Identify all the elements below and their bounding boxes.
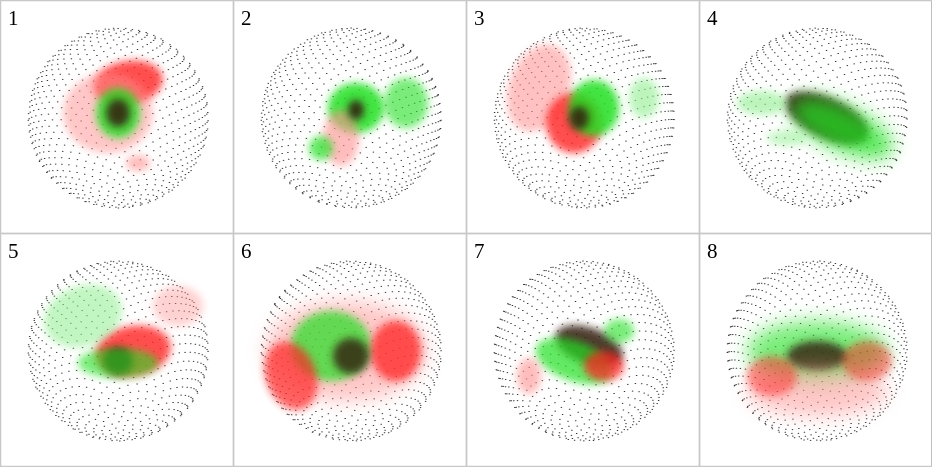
activity-blob	[584, 351, 624, 381]
activity-blob	[78, 348, 158, 378]
panel: 6	[232, 232, 468, 467]
panel: 5	[0, 232, 235, 467]
panel-label: 5	[8, 239, 19, 263]
activity-blob	[371, 321, 421, 381]
panel: 8	[698, 232, 932, 467]
activity-blob	[333, 338, 369, 374]
activity-blob	[384, 78, 428, 128]
activity-blob	[126, 155, 150, 171]
panel-label: 8	[707, 239, 718, 263]
activity-blob	[791, 97, 893, 159]
activity-blob	[309, 136, 333, 160]
activity-blob	[264, 342, 318, 410]
panel-label: 4	[707, 6, 718, 30]
panel: 3	[465, 0, 701, 235]
activity-blob	[153, 286, 203, 326]
activity-blob	[517, 358, 541, 394]
activity-blob	[106, 99, 130, 127]
sphere-dots	[27, 27, 209, 209]
panel: 4	[698, 0, 932, 235]
activity-blob	[842, 341, 892, 381]
activity-blob	[787, 341, 847, 371]
activity-blob	[767, 130, 807, 146]
panel: 7	[465, 232, 701, 467]
panel-label: 2	[241, 6, 252, 30]
panel-label: 7	[474, 239, 485, 263]
panel: 1	[0, 0, 235, 235]
activity-blob	[737, 91, 787, 115]
activity-blob	[44, 284, 122, 348]
activity-blob	[569, 106, 589, 130]
activity-blob	[629, 78, 659, 118]
activity-blob	[348, 100, 364, 120]
activity-blob	[604, 319, 634, 343]
panel-label: 6	[241, 239, 252, 263]
panel: 2	[232, 0, 468, 235]
panel-label: 1	[8, 6, 19, 30]
panel-label: 3	[474, 6, 485, 30]
activity-blob	[747, 356, 797, 396]
